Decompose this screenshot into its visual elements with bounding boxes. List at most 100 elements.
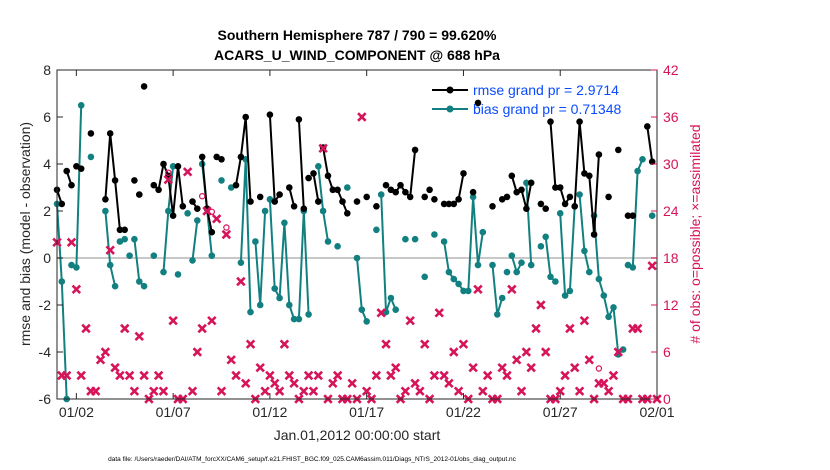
legend-rmse-label: rmse grand pr = 2.9714 [473,82,619,98]
obs-assimilated-marker [555,386,565,396]
bias-point [460,287,467,295]
obs-assimilated-marker [115,370,125,381]
rmse-point [344,210,351,217]
obs-assimilated-marker [303,370,314,381]
obs-assimilated-marker [603,386,614,396]
rmse-point [121,226,128,234]
rmse-point [571,203,578,210]
rmse-point [450,200,458,208]
bias-point [377,191,385,198]
x-axis-ticks: 01/02 01/07 01/12 01/17 01/22 01/27 02/01 [59,70,675,420]
obs-assimilated-marker [71,284,82,295]
rmse-point [266,111,274,118]
rmse-point [508,172,516,180]
obs-assimilated-marker [192,347,203,357]
obs-assimilated-marker [473,284,483,295]
obs-assimilated-marker [95,355,106,365]
bias-point [218,177,225,184]
y-right-tick-label: 24 [663,203,679,219]
rmse-point [455,196,462,203]
obs-assimilated-marker [434,308,444,318]
bias-point [552,278,559,285]
rmse-point [527,179,535,187]
rmse-series-layer [53,83,656,238]
bias-point [286,301,293,309]
bias-point [58,278,66,285]
bias-point [518,259,525,267]
plot-frame [56,69,658,400]
bias-point [252,238,259,245]
rmse-point [155,186,162,194]
obs-assimilated-marker [405,315,415,326]
bias-point [392,306,400,314]
bias-segment [525,182,533,266]
rmse-point [63,167,70,175]
rmse-point [276,191,283,198]
obs-assimilated-marker [236,276,246,287]
bias-point [605,313,612,321]
rmse-point [111,177,119,184]
rmse-point [566,193,574,201]
right-axis-ticks: 0 6 12 18 24 30 36 42 [651,62,679,407]
rmse-point [581,170,588,177]
obs-assimilated-marker [526,362,536,373]
rmse-segment [297,119,305,209]
rmse-point [644,123,651,130]
obs-assimilated-marker [139,370,149,381]
bias-point [319,207,327,215]
bias-point [102,207,109,215]
bias-point [150,252,158,259]
bias-point [194,217,201,224]
rmse-point [411,146,419,154]
obs-assimilated-marker [221,229,232,240]
rmse-point [547,118,554,125]
bias-point [445,268,453,276]
obs-assimilated-marker [560,370,570,381]
bias-series-layer [53,102,656,403]
obs-assimilated-marker [429,370,440,381]
bias-point [261,207,269,215]
obs-assimilated-marker [328,378,338,389]
obs-assimilated-marker [100,347,111,357]
obs-assimilated-marker [226,355,236,365]
rmse-point [373,203,380,210]
rmse-point [310,170,317,177]
bias-point [169,163,177,170]
obs-assimilated-marker [415,386,425,396]
bias-point [174,271,182,278]
rmse-point [286,184,293,191]
obs-assimilated-marker [299,386,309,396]
x-tick-label: 01/07 [156,404,191,420]
bias-point [455,280,462,288]
y-left-tick-label: 2 [43,203,51,219]
rmse-point [324,172,332,180]
rmse-point [305,174,312,182]
bias-point [474,261,482,269]
rmse-point [353,198,361,205]
rmse-point [542,205,549,212]
rmse-point [232,181,240,189]
bias-point [111,282,119,290]
bias-point [247,308,254,316]
obs-assimilated-marker [453,386,464,396]
rmse-point [237,153,245,161]
rmse-point [590,231,598,238]
rmse-point [87,130,95,137]
bias-point [581,247,588,255]
bias-point [189,257,196,264]
bias-point [315,163,322,170]
rmse-point [174,163,182,170]
rmse-point [339,198,346,205]
y-left-tick-label: 6 [43,109,51,125]
obs-assimilated-marker [507,284,517,295]
rmse-point [68,181,75,189]
x-tick-label: 01/02 [59,404,94,420]
obs-assimilated-marker [318,143,328,154]
bias-point [566,287,574,295]
obs-assimilated-marker [289,378,299,389]
bias-point [256,301,264,309]
obs-assimilated-marker [386,370,396,381]
obs-assimilated-marker [357,112,367,122]
obs-assimilated-marker [381,339,391,349]
